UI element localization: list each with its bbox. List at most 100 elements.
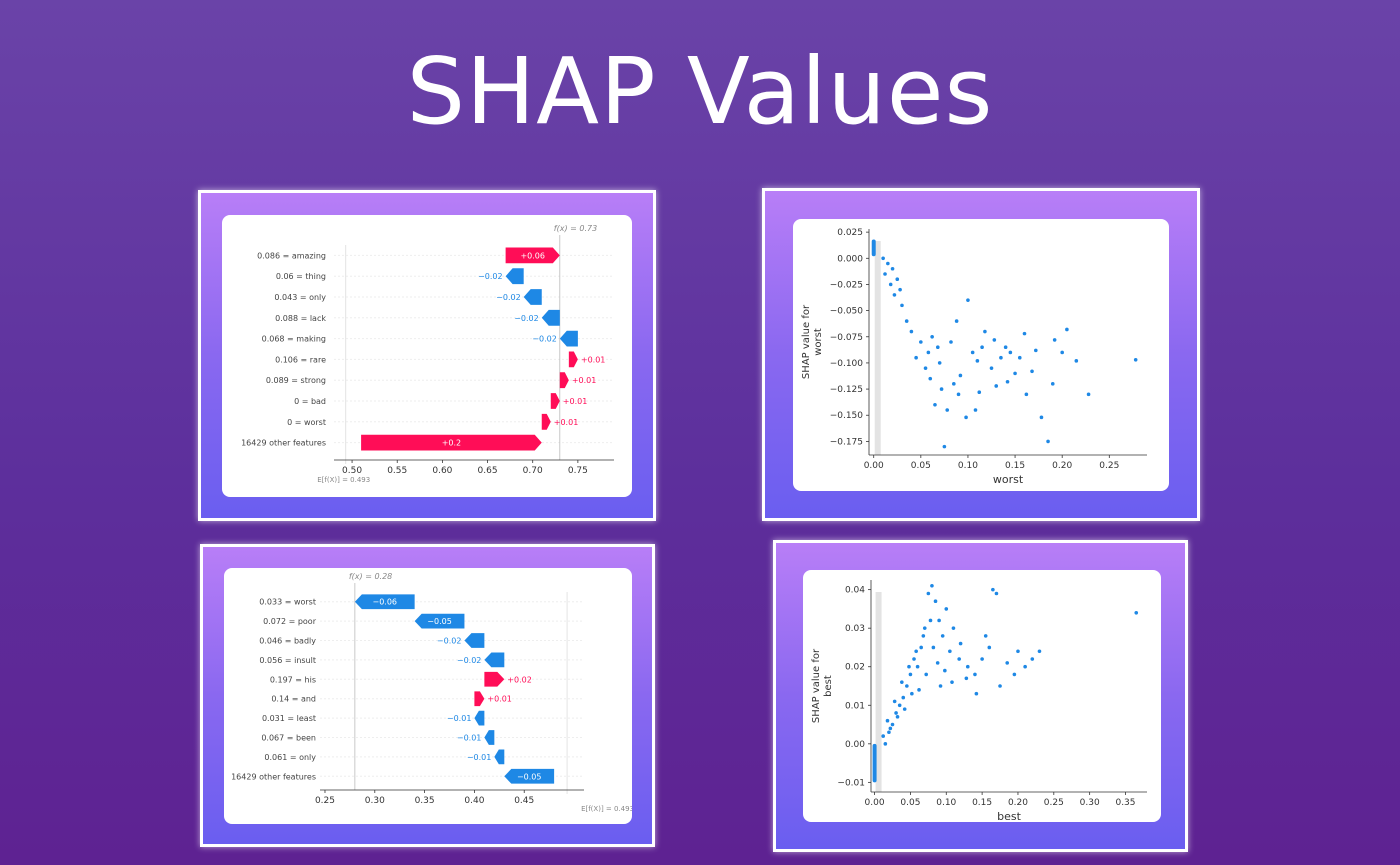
feature-label-3: 0.043 = only bbox=[274, 293, 326, 302]
panel-scatter-best: 0.00 0.05 0.10 0.15 0.20 0.25 0.30 0.35 0.04 0.03… bbox=[773, 540, 1188, 852]
x-tick-label-2: 0.55 bbox=[387, 466, 407, 476]
bar-8 bbox=[484, 730, 495, 745]
feature-label-8: 0.067 = been bbox=[261, 734, 316, 743]
bar-7 bbox=[559, 372, 569, 389]
x-tick-label-5: 0.45 bbox=[514, 796, 534, 806]
point-33 bbox=[914, 355, 918, 360]
y-axis-label: SHAP value forbest bbox=[811, 648, 834, 723]
bar-9 bbox=[541, 413, 551, 430]
point-52 bbox=[977, 390, 982, 395]
point-19 bbox=[970, 350, 975, 355]
point-3 bbox=[1030, 657, 1035, 661]
value-label-9: +0.01 bbox=[554, 418, 579, 427]
fx-label: f(x) = 0.28 bbox=[349, 572, 392, 581]
point-53 bbox=[973, 408, 978, 412]
point-7 bbox=[1024, 392, 1029, 397]
point-27 bbox=[937, 361, 942, 365]
value-label-10: +0.2 bbox=[442, 439, 461, 448]
point-17 bbox=[937, 618, 941, 623]
point-46 bbox=[1065, 327, 1069, 332]
x-tick-label-2: 0.05 bbox=[911, 461, 931, 471]
point-12 bbox=[1003, 345, 1008, 350]
point-56 bbox=[910, 691, 914, 696]
point-34 bbox=[909, 329, 914, 334]
point-23 bbox=[952, 382, 956, 386]
point-43 bbox=[883, 272, 887, 276]
point-37 bbox=[907, 664, 911, 669]
point-22 bbox=[919, 645, 923, 650]
value-label-3: −0.02 bbox=[437, 637, 462, 646]
feature-label-7: 0.089 = strong bbox=[266, 376, 326, 385]
feature-label-1: 0.033 = worst bbox=[259, 598, 316, 607]
panel-waterfall-bottom: f(x) = 0.28 0.033 = worst −0.06 0.072 = poo… bbox=[200, 544, 655, 847]
fx-label: f(x) = 0.73 bbox=[554, 224, 597, 233]
point-29 bbox=[894, 711, 898, 715]
ex-label: E[f(X)] = 0.493 bbox=[581, 805, 632, 813]
y-axis-label: SHAP value forworst bbox=[801, 304, 824, 379]
bar-7 bbox=[474, 710, 485, 726]
histogram-bar bbox=[875, 592, 882, 792]
scatter-chart-worst: 0.00 0.05 0.10 0.15 0.20 0.25 0.025 0.000 −0.025… bbox=[801, 228, 1147, 486]
dense-cluster bbox=[871, 239, 876, 257]
feature-label-9: 0 = worst bbox=[287, 418, 326, 427]
feature-label-10: 16429 other features bbox=[231, 772, 316, 781]
x-tick-label-6: 0.25 bbox=[1099, 461, 1119, 471]
point-50 bbox=[1005, 379, 1010, 384]
point-26 bbox=[905, 684, 909, 688]
y-tick-label-8: −0.150 bbox=[830, 411, 864, 421]
value-label-3: −0.02 bbox=[496, 293, 521, 302]
y-tick-label-5: 0.00 bbox=[845, 740, 865, 750]
point-44 bbox=[957, 657, 961, 661]
value-label-5: +0.02 bbox=[507, 675, 532, 684]
y-tick-label-6: −0.100 bbox=[830, 359, 864, 369]
x-tick-label-1: 0.00 bbox=[864, 461, 884, 471]
value-label-8: −0.01 bbox=[457, 734, 482, 743]
bar-8 bbox=[550, 393, 560, 409]
point-58 bbox=[930, 334, 934, 339]
page-title: SHAP Values bbox=[406, 38, 994, 145]
point-33 bbox=[881, 734, 885, 738]
point-55 bbox=[902, 707, 907, 711]
y-tick-label-4: −0.050 bbox=[830, 307, 864, 317]
panel-scatter-worst: 0.00 0.05 0.10 0.15 0.20 0.25 0.025 0.000 −0.025… bbox=[762, 188, 1200, 521]
feature-label-4: 0.056 = insult bbox=[259, 656, 316, 665]
point-11 bbox=[965, 664, 970, 669]
dense-cluster bbox=[872, 743, 877, 783]
bar-4 bbox=[541, 309, 560, 326]
bar-5 bbox=[559, 330, 578, 347]
bar-2 bbox=[505, 268, 524, 285]
bar-10 bbox=[504, 768, 555, 784]
point-13 bbox=[999, 355, 1003, 360]
feature-label-2: 0.06 = thing bbox=[276, 272, 326, 281]
point-8 bbox=[1022, 331, 1027, 336]
x-tick-label-4: 0.15 bbox=[972, 798, 992, 808]
feature-label-5: 0.068 = making bbox=[262, 335, 326, 344]
x-tick-label-5: 0.70 bbox=[523, 466, 543, 476]
y-tick-label-7: −0.125 bbox=[830, 385, 863, 395]
point-54 bbox=[938, 684, 943, 688]
value-label-8: +0.01 bbox=[563, 397, 588, 406]
bar-1 bbox=[354, 594, 415, 610]
feature-label-5: 0.197 = his bbox=[270, 675, 316, 684]
point-20 bbox=[926, 591, 931, 596]
point-4 bbox=[1050, 382, 1055, 386]
point-4 bbox=[1023, 664, 1027, 669]
point-55 bbox=[954, 319, 959, 323]
value-label-2: −0.05 bbox=[427, 617, 452, 626]
x-tick-label-4: 0.65 bbox=[478, 466, 498, 476]
value-label-2: −0.02 bbox=[478, 272, 503, 281]
bar-2 bbox=[414, 613, 465, 629]
point-41 bbox=[888, 282, 893, 287]
feature-label-2: 0.072 = poor bbox=[263, 617, 317, 626]
feature-label-6: 0.106 = rare bbox=[275, 355, 326, 364]
point-40 bbox=[928, 618, 933, 623]
point-40 bbox=[890, 266, 895, 271]
x-tick-label-3: 0.60 bbox=[432, 466, 452, 476]
point-56 bbox=[939, 387, 944, 391]
x-tick-label-3: 0.10 bbox=[936, 798, 956, 808]
value-label-1: +0.06 bbox=[520, 251, 545, 260]
point-15 bbox=[989, 366, 994, 370]
x-tick-label-5: 0.20 bbox=[1052, 461, 1072, 471]
point-51 bbox=[917, 688, 921, 692]
point-54 bbox=[958, 373, 963, 378]
